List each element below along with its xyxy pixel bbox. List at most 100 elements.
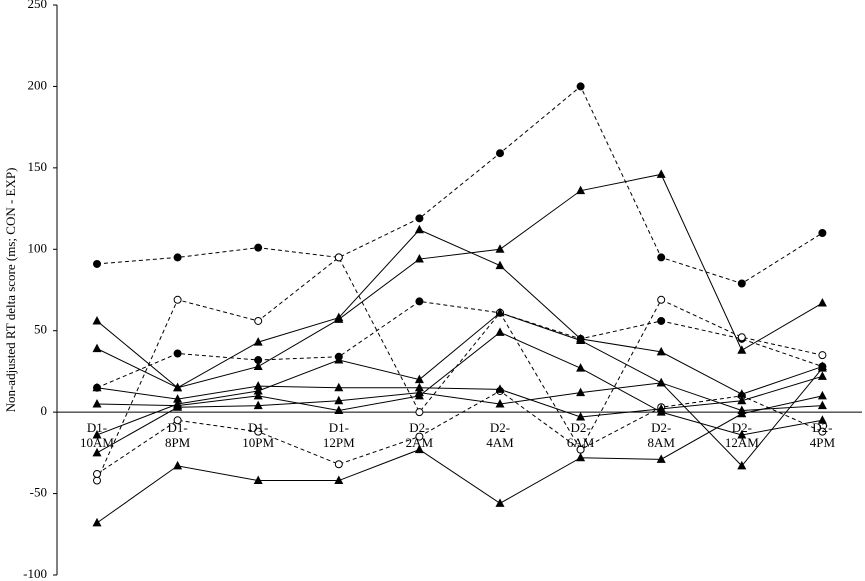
marker	[254, 243, 263, 252]
marker	[495, 384, 505, 393]
marker	[93, 470, 101, 479]
marker	[334, 475, 344, 485]
y-tick-label: 0	[41, 403, 48, 418]
marker	[173, 394, 183, 403]
marker	[737, 395, 747, 405]
marker	[415, 408, 424, 417]
marker	[495, 307, 505, 317]
marker	[414, 387, 424, 397]
marker	[657, 316, 666, 325]
marker	[817, 400, 827, 410]
marker	[656, 407, 666, 416]
marker	[253, 390, 263, 400]
marker	[737, 460, 747, 470]
marker	[254, 427, 263, 436]
marker	[334, 355, 344, 364]
marker	[334, 314, 344, 323]
series-line	[96, 312, 823, 467]
y-tick-label: 200	[28, 77, 48, 92]
marker	[92, 517, 102, 527]
marker	[817, 298, 827, 307]
series-line	[96, 256, 823, 481]
marker	[495, 260, 505, 270]
marker	[92, 447, 102, 457]
marker	[173, 399, 183, 408]
marker	[576, 363, 586, 372]
marker	[415, 214, 424, 223]
marker	[495, 498, 505, 507]
marker	[414, 254, 424, 263]
marker	[414, 374, 424, 384]
marker	[92, 429, 102, 439]
y-tick-label: 150	[28, 159, 48, 174]
marker	[415, 297, 424, 306]
series-line	[96, 85, 823, 285]
x-tick-label: D2- 4PM	[809, 420, 836, 451]
marker	[737, 345, 747, 354]
marker	[818, 427, 827, 436]
marker	[818, 229, 827, 237]
series-line	[96, 300, 823, 389]
marker	[576, 412, 586, 421]
marker	[495, 399, 505, 408]
y-tick-label: -100	[23, 566, 47, 581]
marker	[254, 316, 263, 325]
marker	[253, 337, 263, 346]
marker	[496, 149, 504, 158]
y-axis-label: Non-adjusted RT delta score (ms; CON - E…	[3, 168, 18, 413]
x-tick-label: D2- 4AM	[486, 420, 514, 451]
marker	[495, 244, 505, 253]
marker	[737, 408, 747, 418]
marker	[737, 333, 746, 342]
marker	[737, 389, 747, 398]
marker	[657, 253, 666, 262]
x-tick-label: D2- 6AM	[566, 420, 595, 451]
marker	[92, 382, 102, 392]
marker	[334, 395, 344, 405]
marker	[656, 454, 666, 463]
x-tick-label: D2- 12AM	[724, 420, 759, 451]
marker	[414, 224, 424, 234]
x-tick-label: D1- 10PM	[242, 420, 275, 451]
marker	[334, 405, 344, 415]
marker	[334, 253, 343, 262]
y-tick-label: 50	[34, 322, 47, 337]
marker	[92, 343, 102, 353]
x-tick-label: D1- 8PM	[164, 420, 191, 451]
series-line	[96, 382, 823, 454]
marker	[576, 82, 585, 91]
marker	[93, 259, 101, 268]
marker	[737, 429, 747, 439]
x-tick-label: D2- 8AM	[647, 420, 675, 451]
marker	[576, 185, 586, 195]
marker	[817, 371, 827, 380]
marker	[173, 416, 182, 425]
marker	[173, 460, 183, 470]
marker	[415, 432, 424, 441]
marker	[817, 390, 827, 400]
marker	[414, 444, 424, 454]
series-line	[96, 229, 823, 395]
marker	[414, 382, 424, 392]
marker	[173, 382, 183, 392]
y-tick-label: -50	[30, 485, 47, 500]
marker	[656, 169, 666, 178]
x-tick-label: D2- 2AM	[405, 420, 434, 451]
marker	[253, 361, 263, 371]
marker	[495, 327, 505, 336]
marker	[656, 377, 666, 387]
marker	[92, 315, 102, 325]
marker	[576, 387, 586, 397]
marker	[253, 400, 263, 410]
marker	[817, 363, 827, 372]
marker	[173, 349, 182, 358]
marker	[817, 415, 827, 424]
marker	[818, 351, 827, 360]
series-line	[96, 331, 823, 436]
series-line	[96, 395, 823, 524]
marker	[173, 295, 182, 304]
marker	[253, 385, 263, 395]
marker	[253, 381, 263, 390]
